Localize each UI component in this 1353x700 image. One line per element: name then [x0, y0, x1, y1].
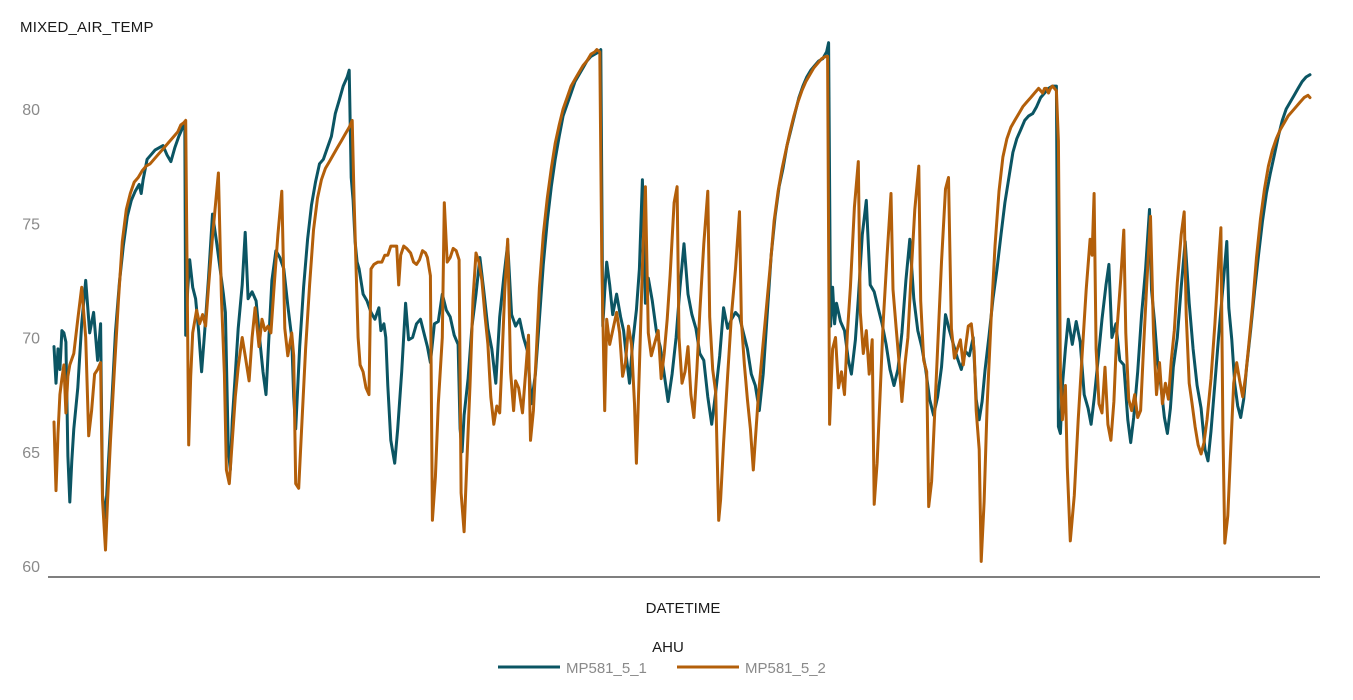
y-tick-label: 80: [22, 102, 40, 119]
x-axis-label: DATETIME: [646, 600, 721, 617]
legend-title: AHU: [652, 639, 684, 656]
y-tick-label: 70: [22, 331, 40, 348]
legend-label-mp581-5-2[interactable]: MP581_5_2: [745, 660, 826, 677]
series-line-2[interactable]: [52, 48, 1312, 563]
legend: AHU MP581_5_1 MP581_5_2: [498, 639, 826, 677]
series-layer: [52, 41, 1312, 563]
y-axis-label: MIXED_AIR_TEMP: [20, 19, 154, 36]
legend-label-mp581-5-1[interactable]: MP581_5_1: [566, 660, 647, 677]
series-line-1[interactable]: [52, 41, 1312, 520]
y-axis-ticks: 60 65 70 75 80: [22, 102, 40, 576]
y-tick-label: 75: [22, 216, 40, 233]
y-tick-label: 60: [22, 559, 40, 576]
y-tick-label: 65: [22, 445, 40, 462]
